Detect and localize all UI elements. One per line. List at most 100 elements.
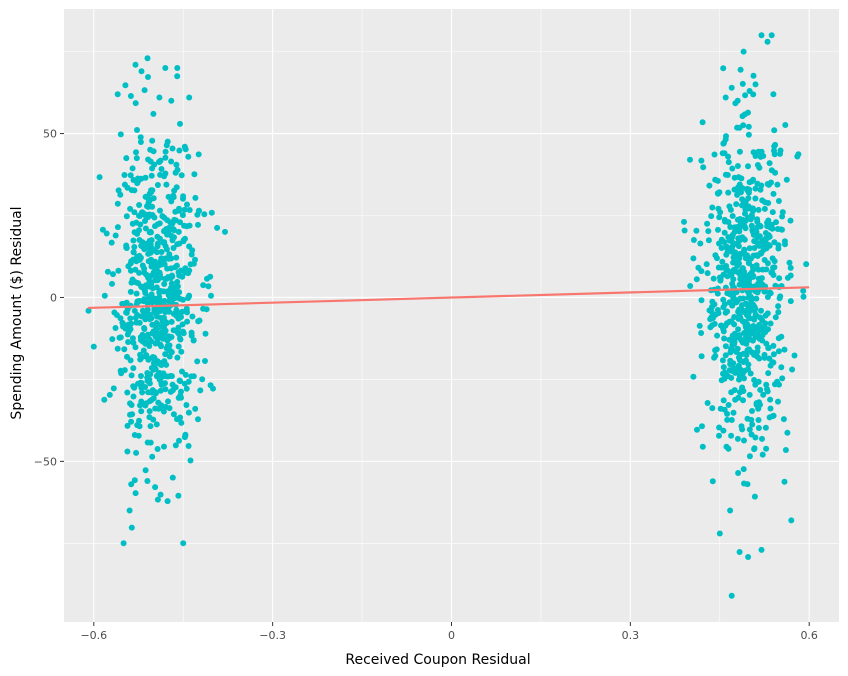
data-point [754,253,761,259]
data-point [752,81,759,88]
data-point [711,151,718,158]
data-point [162,403,169,410]
data-point [222,228,228,235]
data-point [152,267,159,274]
data-point [769,209,776,216]
data-point [709,478,716,485]
data-point [760,391,767,398]
data-point [772,314,779,321]
data-point [712,252,719,259]
data-point [170,245,177,251]
data-point [187,261,194,268]
data-point [791,352,798,359]
data-point [708,213,715,220]
data-point [720,296,727,303]
data-point [734,97,741,104]
data-point [174,354,181,361]
data-point [85,307,92,314]
data-point [754,162,761,168]
data-point [175,343,182,350]
data-point [165,398,171,405]
data-point [170,194,177,201]
data-point [134,127,140,133]
data-point [716,424,723,431]
data-point [112,232,119,239]
data-point [172,295,178,302]
data-point [106,391,113,398]
data-point [144,214,151,221]
data-point [749,214,755,220]
data-point [749,205,756,212]
data-point [168,349,175,356]
data-point [123,155,130,162]
y-tick-label: 0 [50,291,57,304]
data-point [144,478,151,484]
data-point [704,270,711,277]
data-point [728,346,734,353]
data-point [190,337,197,344]
data-point [728,432,735,439]
data-point [161,239,168,246]
data-point [734,345,741,352]
data-point [127,400,133,407]
data-point [694,426,700,433]
data-point [195,318,202,325]
data-point [153,373,160,379]
data-point [96,174,103,181]
data-point [117,191,124,198]
data-point [747,370,754,377]
data-point [745,554,752,560]
data-point [162,309,169,316]
data-point [133,449,140,456]
data-point [136,202,143,208]
data-point [144,55,151,62]
data-point [751,303,758,310]
data-point [739,386,746,393]
data-point [752,185,759,192]
data-point [149,453,156,460]
data-point [145,74,151,80]
data-point [163,361,170,368]
data-point [754,344,761,351]
data-point [700,164,707,171]
data-point [690,237,697,243]
data-point [762,424,769,431]
data-point [765,370,772,377]
data-point [751,377,758,383]
data-point [127,93,134,99]
data-point [157,308,164,314]
data-point [121,300,128,307]
data-point [718,322,724,329]
data-point [775,309,782,316]
data-point [709,204,716,211]
data-point [794,153,801,160]
data-point [698,353,705,360]
data-point [742,255,749,262]
data-point [192,194,199,201]
data-point [776,275,783,282]
data-point [709,322,716,329]
data-point [154,496,161,503]
data-point [737,314,744,321]
data-point [736,549,743,555]
data-point [803,261,810,268]
data-point [114,91,121,98]
data-point [767,320,774,327]
data-point [195,207,202,214]
data-point [146,414,153,421]
data-point [177,120,183,127]
data-point [127,267,134,274]
data-point [789,366,796,373]
data-point [721,229,728,236]
data-point [176,295,183,302]
data-point [155,405,162,412]
data-point [769,225,776,232]
data-point [776,381,782,388]
data-point [761,351,768,358]
data-point [746,274,753,281]
data-point [146,190,153,197]
data-point [149,165,156,172]
data-point [759,337,766,344]
data-point [199,376,206,383]
data-point [124,448,131,455]
